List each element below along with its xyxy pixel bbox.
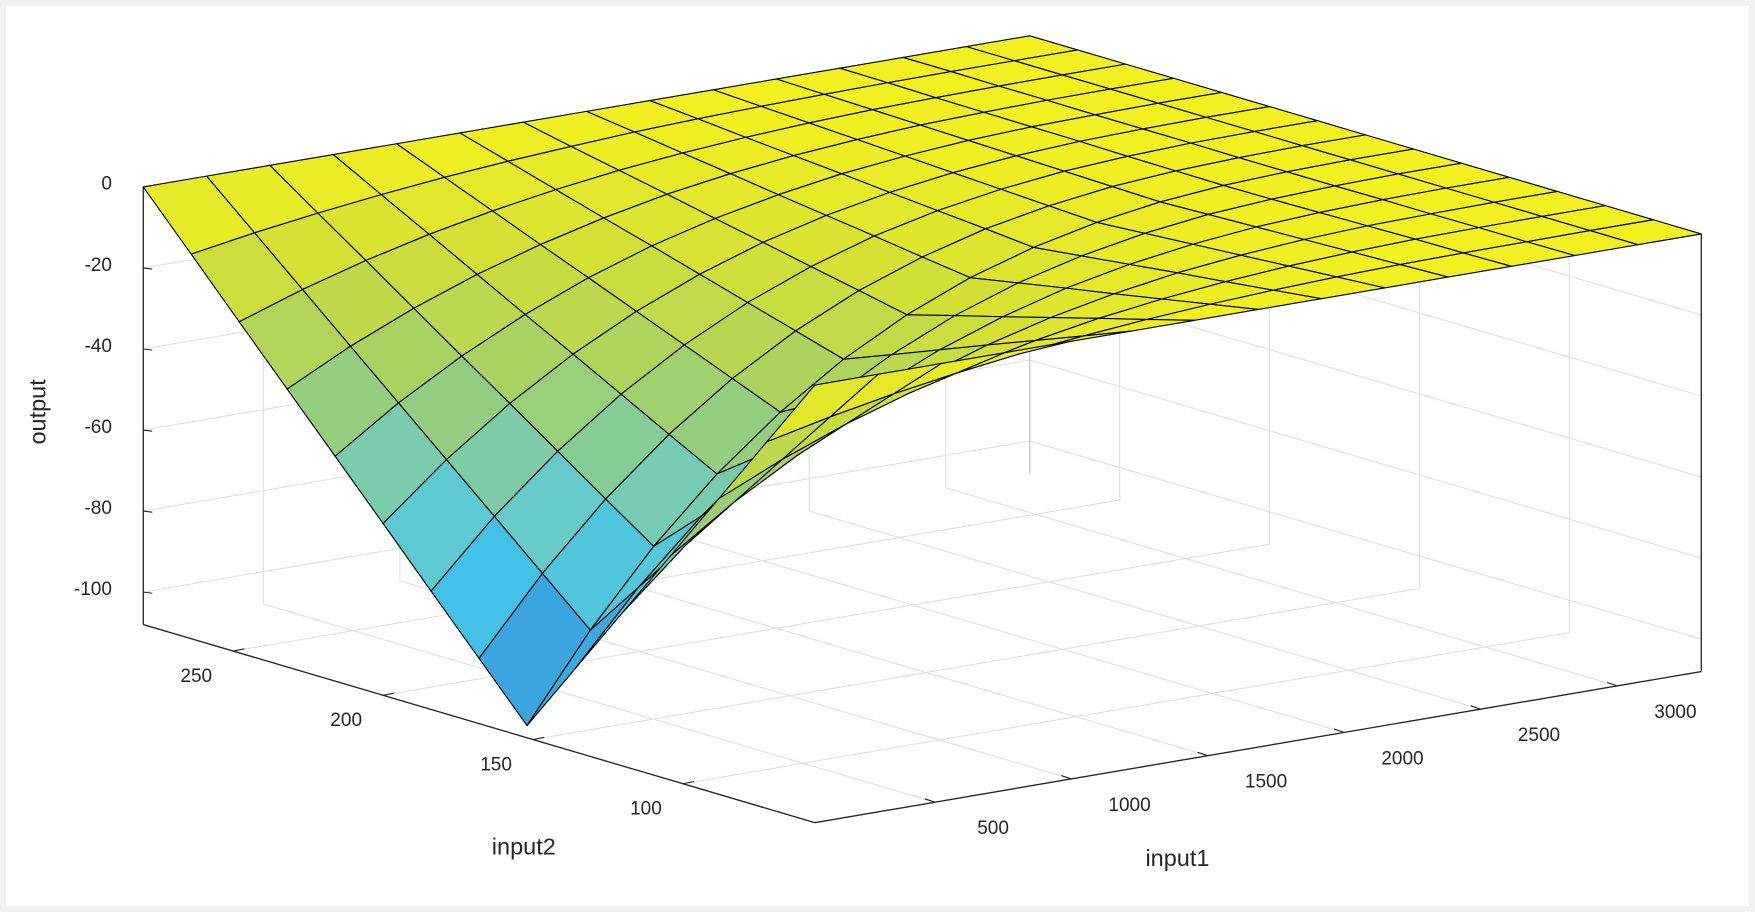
grid-line bbox=[672, 533, 1345, 733]
z-tick-label: -80 bbox=[84, 498, 111, 519]
grid-line bbox=[1029, 359, 1702, 559]
z-tick-label: -60 bbox=[84, 417, 111, 438]
x-tick-label: 2500 bbox=[1518, 725, 1560, 746]
x-axis-label: input1 bbox=[1145, 845, 1209, 871]
tick-mark bbox=[532, 736, 545, 741]
plot: 500 1000 1500 2000 2500 3000 100 150 200 250 -100 -… bbox=[24, 35, 1702, 871]
tick-mark bbox=[1197, 751, 1209, 757]
y-tick-label: 150 bbox=[480, 754, 512, 775]
x-tick-label: 3000 bbox=[1654, 702, 1696, 723]
grid-line bbox=[532, 587, 1420, 741]
axis-line bbox=[814, 670, 1702, 824]
y-axis-label: input2 bbox=[492, 834, 556, 860]
tick-mark bbox=[1606, 681, 1618, 687]
tick-mark bbox=[1061, 775, 1072, 780]
x-tick-label: 500 bbox=[977, 818, 1009, 839]
y-tick-label: 250 bbox=[180, 666, 212, 687]
z-tick-label: -20 bbox=[84, 255, 111, 276]
x-tick-label: 1500 bbox=[1245, 772, 1287, 793]
tick-mark bbox=[233, 648, 245, 652]
tick-mark bbox=[924, 798, 936, 803]
x-tick-label: 2000 bbox=[1381, 748, 1423, 769]
x-tick-label: 1000 bbox=[1108, 795, 1150, 816]
grid-line bbox=[233, 499, 1120, 652]
z-tick-label: 0 bbox=[101, 174, 112, 195]
y-tick-label: 100 bbox=[630, 799, 662, 820]
tick-mark bbox=[143, 267, 153, 270]
tick-mark bbox=[1470, 705, 1481, 710]
tick-mark bbox=[1334, 728, 1345, 733]
grid-line bbox=[263, 603, 936, 803]
grid-line bbox=[1029, 440, 1702, 640]
z-axis-label: output bbox=[24, 379, 50, 445]
surface-face bbox=[766, 373, 879, 443]
tick-mark bbox=[682, 780, 695, 785]
tick-mark bbox=[143, 348, 153, 351]
grid-line bbox=[945, 487, 1618, 687]
grid-line bbox=[536, 557, 1208, 757]
z-tick-label: -40 bbox=[84, 336, 111, 357]
tick-mark bbox=[143, 429, 153, 432]
axis-line bbox=[143, 623, 816, 824]
grid-line bbox=[809, 510, 1481, 710]
grid-line bbox=[682, 632, 1570, 785]
z-tick-label: -100 bbox=[74, 579, 112, 600]
tick-mark bbox=[143, 591, 153, 594]
y-tick-label: 200 bbox=[330, 710, 362, 731]
tick-mark bbox=[143, 510, 153, 513]
tick-mark bbox=[382, 692, 395, 696]
